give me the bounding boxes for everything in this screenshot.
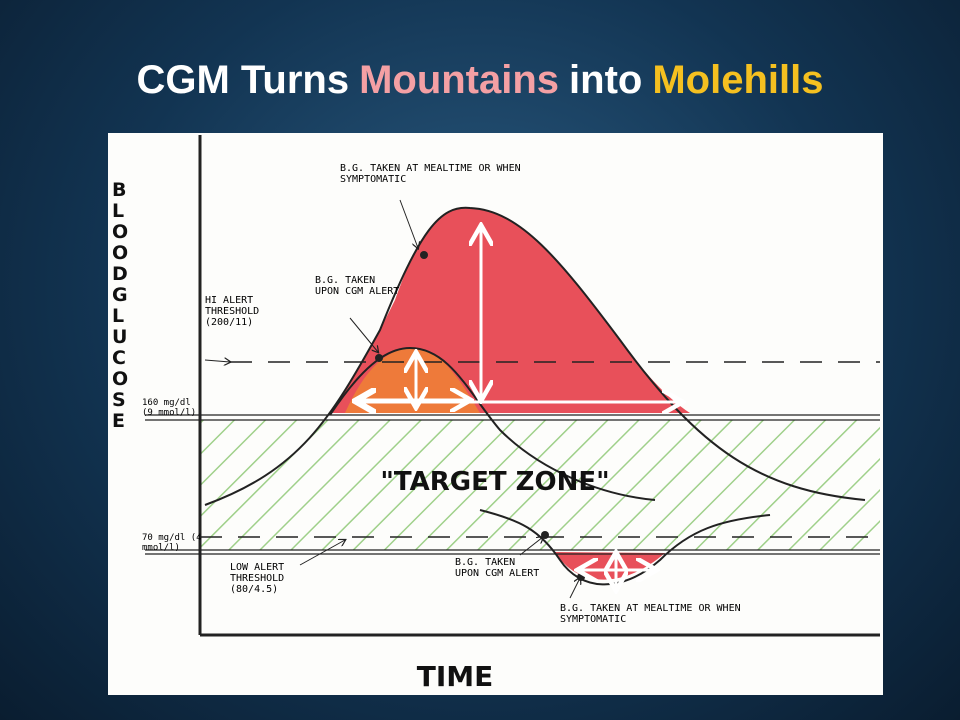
note: 160 mg/dl (9 mmol/l) xyxy=(142,398,197,418)
note: HI ALERT THRESHOLD (200/11) xyxy=(205,295,260,328)
target-zone xyxy=(200,420,880,550)
target-zone-label: "TARGET ZONE" xyxy=(380,467,609,497)
note: 70 mg/dl (4 mmol/l) xyxy=(142,533,202,553)
y-axis-label: BLOOD GLUCOSE xyxy=(112,180,131,432)
note: B.G. TAKEN UPON CGM ALERT xyxy=(315,275,400,297)
note: B.G. TAKEN AT MEALTIME OR WHEN SYMPTOMAT… xyxy=(340,163,521,185)
title-part: into xyxy=(569,58,643,102)
x-axis-label: TIME xyxy=(417,660,494,693)
arrows xyxy=(358,228,680,588)
note: B.G. TAKEN AT MEALTIME OR WHEN SYMPTOMAT… xyxy=(560,603,741,625)
title-part: CGM Turns xyxy=(136,58,350,102)
note: LOW ALERT THRESHOLD (80/4.5) xyxy=(230,562,285,595)
note: B.G. TAKEN UPON CGM ALERT xyxy=(455,557,540,579)
title-part: Mountains xyxy=(359,58,560,102)
slide-title: CGM Turns Mountains into Molehills xyxy=(0,58,960,103)
title-part: Molehills xyxy=(652,58,824,102)
